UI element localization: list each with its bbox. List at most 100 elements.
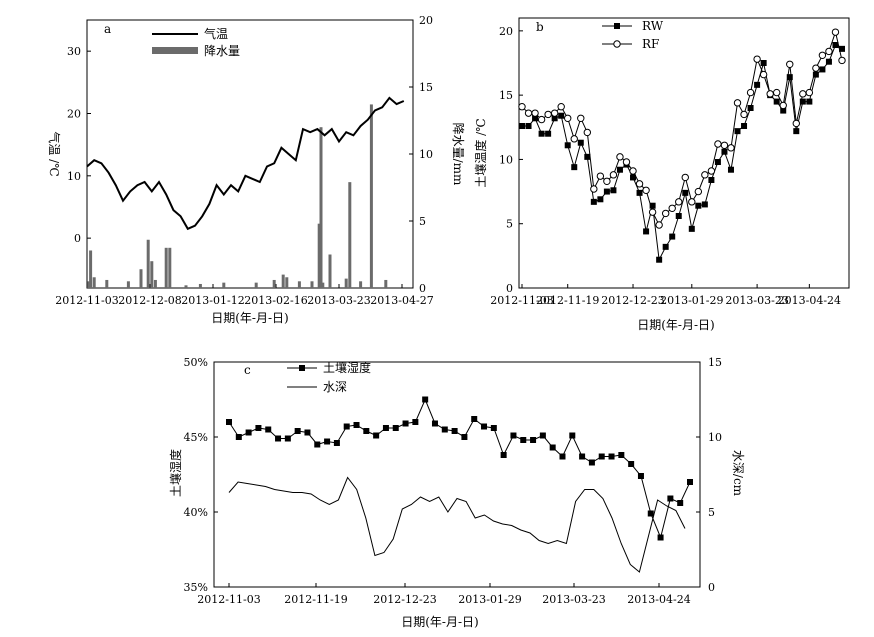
- panel-a-precip-bar: [254, 282, 258, 288]
- panel-a-precip-bar: [285, 277, 289, 288]
- panel-b-rf-point: [603, 177, 611, 185]
- panel-b-rw-point: [741, 123, 748, 129]
- panel-a-x-tick-label: 2012-11-03: [55, 294, 118, 307]
- panel-a-precip-bar: [92, 277, 96, 288]
- panel-c-soil-moisture-point: [382, 425, 389, 431]
- panel-b-rw-point: [825, 58, 832, 65]
- panel-a-precip-bar: [281, 274, 285, 288]
- panel-a-precip-bar: [105, 279, 109, 288]
- panel-a-precip-bar: [222, 282, 226, 288]
- panel-c-soil-moisture-point: [235, 434, 242, 440]
- panel-b-rf-point: [642, 186, 650, 194]
- panel-b-rw-point: [714, 159, 721, 165]
- panel-b-rf-point: [564, 114, 572, 122]
- panel-b-rf-point: [727, 144, 735, 152]
- panel-b-rw-point: [747, 105, 754, 111]
- panel-b-legend-rw-marker: [614, 23, 620, 29]
- panel-c-soil-moisture-point: [392, 425, 399, 431]
- panel-c-soil-moisture-point: [275, 435, 282, 442]
- panel-b-rf-point: [681, 173, 689, 182]
- panel-a-precip-bar: [384, 279, 388, 288]
- panel-b-rw-point: [584, 153, 591, 160]
- panel-c-soil-moisture-point: [588, 459, 595, 466]
- panel-b-y-tick-label: 0: [506, 282, 513, 295]
- panel-b-rw-point: [551, 115, 558, 122]
- panel-b-rw-point: [839, 45, 845, 52]
- panel-a-y2-tick-label: 15: [419, 81, 433, 94]
- panel-a-x-tick-label: 2013-03-23: [307, 294, 370, 307]
- panel-a-precip-bar: [198, 283, 202, 288]
- panel-b-rw-point: [636, 189, 643, 196]
- panel-b-x-tick-label: 2013-01-29: [660, 294, 723, 307]
- panel-b-rf-point: [616, 153, 624, 161]
- panel-c-soil-moisture-point: [324, 438, 331, 445]
- panel-b-rw-point: [643, 228, 650, 235]
- panel-a-y2-tick-label: 10: [419, 148, 433, 161]
- panel-b-x-tick-label: 2012-11-19: [536, 294, 599, 307]
- panel-c-x-tick-label: 2013-04-24: [627, 593, 690, 606]
- panel-a-precip-bar: [146, 239, 150, 288]
- panel-b-rw-point: [727, 166, 734, 173]
- panel-c-soil-moisture-point: [363, 428, 370, 434]
- panel-c-soil-moisture-point: [667, 495, 674, 502]
- panel-a-tag: a: [104, 22, 111, 36]
- panel-b-rf-point: [818, 51, 827, 59]
- panel-a-legend-label: 降水量: [204, 44, 240, 58]
- panel-c-soil-moisture-point: [598, 453, 605, 460]
- panel-c-soil-moisture-point: [431, 420, 438, 427]
- panel-a-precip-bar: [359, 281, 363, 288]
- panel-b-rf-point: [570, 135, 578, 143]
- panel-b-rw-point: [806, 98, 813, 105]
- panel-c-soil-moisture-point: [451, 428, 458, 434]
- panel-b-rw-point: [649, 202, 656, 209]
- panel-c-soil-moisture-point: [471, 416, 478, 422]
- panel-c-soil-moisture-point: [422, 396, 429, 403]
- panel-a-precip-bar: [317, 223, 321, 288]
- panel-c-soil-moisture-point: [284, 435, 291, 442]
- panel-b-rf-point: [786, 60, 794, 68]
- panel-a-precip-bar: [184, 285, 188, 288]
- panel-b-rf-point: [557, 103, 565, 111]
- panel-c-y-tick-label: 35%: [184, 581, 208, 594]
- panel-b-rw-line: [522, 44, 843, 262]
- panel-b-rw-point: [688, 225, 695, 232]
- panel-b-rf-point: [577, 114, 585, 122]
- panel-b-rw-point: [695, 202, 702, 209]
- panel-b-rf-point: [779, 101, 787, 110]
- panel-a-y2-tick-label: 0: [419, 282, 426, 295]
- panel-a-x-tick-label: 2013-01-12: [181, 294, 244, 307]
- panel-c-legend-label: 土壤湿度: [323, 360, 371, 375]
- panel-b-rf-point: [772, 88, 781, 97]
- panel-c-soil-moisture-point: [481, 423, 488, 430]
- panel-c-soil-moisture-point: [569, 432, 576, 439]
- panel-b-rf-point: [740, 110, 748, 119]
- panel-c-soil-moisture-point: [333, 440, 340, 446]
- panel-a-x-tick-label: 2013-04-27: [370, 294, 433, 307]
- panel-c-soil-moisture-point: [441, 426, 448, 433]
- panel-b-y-tick-label: 15: [499, 89, 513, 102]
- panel-c-x-tick-label: 2013-01-29: [458, 593, 521, 606]
- panel-a-precip-bar: [310, 281, 314, 288]
- panel-b-rf-point: [714, 140, 722, 148]
- panel-c-soil-moisture-point: [314, 441, 321, 448]
- panel-b-rw-point: [754, 81, 761, 88]
- panel-b-rf-point: [701, 171, 709, 179]
- panel-b-rf-point: [707, 167, 716, 175]
- panel-c-x-tick-label: 2012-11-03: [197, 593, 260, 606]
- panel-b-rf-point: [635, 180, 644, 188]
- panel-b-rw-point: [773, 98, 780, 105]
- panel-c-soil-moisture-point: [549, 444, 556, 451]
- panel-c-soil-moisture-point: [304, 429, 311, 436]
- panel-b-x-tick-label: 2012-12-23: [601, 294, 664, 307]
- panel-b-rf-point: [838, 56, 846, 65]
- panel-b-legend-label: RW: [642, 19, 664, 33]
- panel-b-rw-point: [610, 187, 617, 194]
- panel-a-precip-bar: [164, 247, 168, 288]
- panel-c-soil-moisture-point: [530, 437, 537, 443]
- panel-b-rw-point: [525, 123, 532, 129]
- panel-c-frame: [213, 361, 701, 588]
- panel-a-x-axis-label: 日期(年-月-日): [211, 311, 288, 325]
- panel-b-rf-point: [596, 172, 605, 180]
- panel-c-x-tick-label: 2012-12-23: [373, 593, 436, 606]
